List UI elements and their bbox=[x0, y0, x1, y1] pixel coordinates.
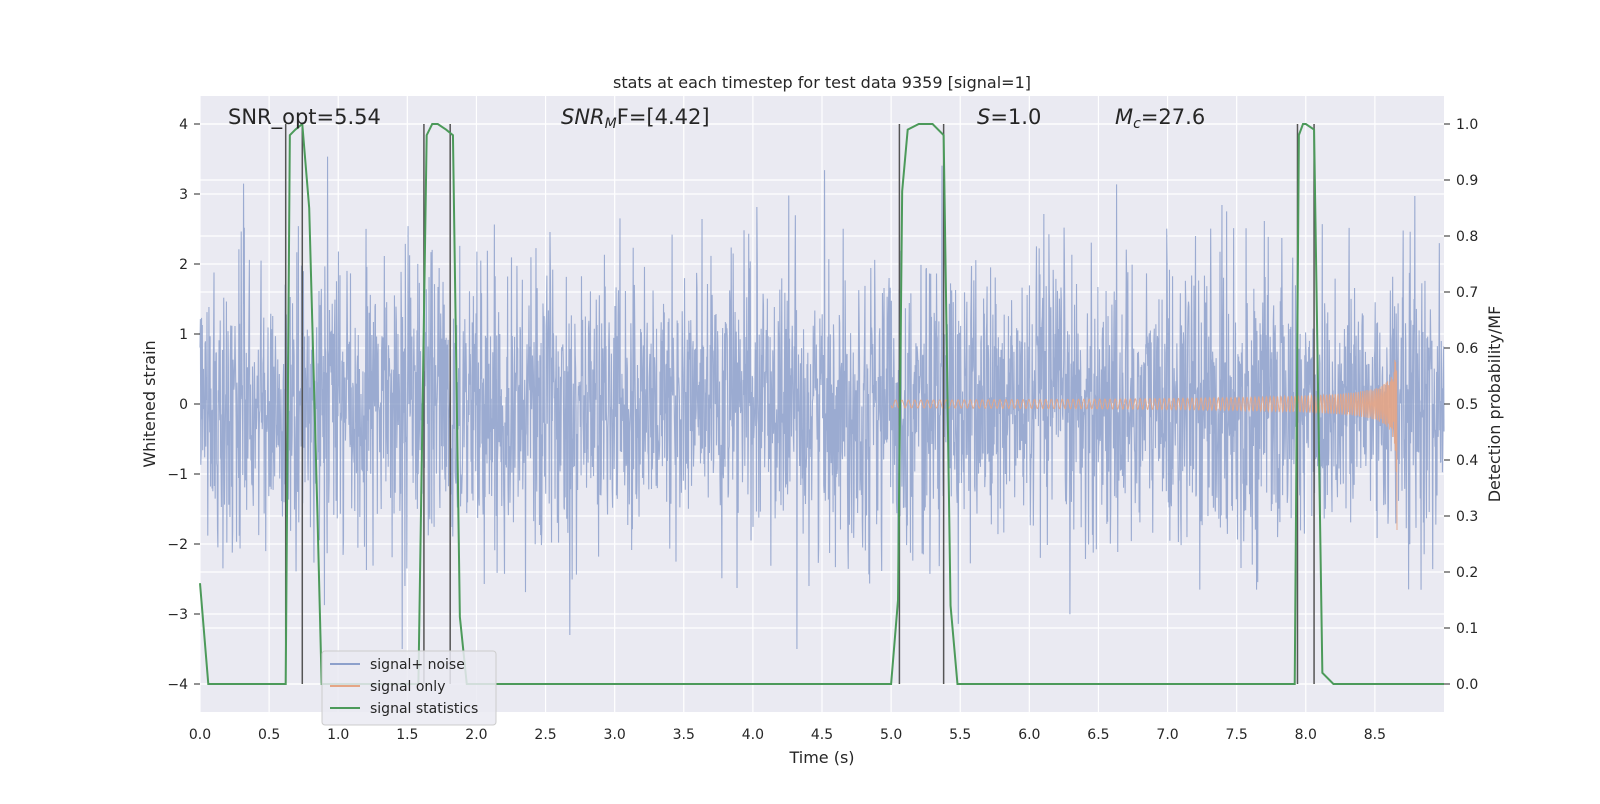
annotation-s-tail: =1.0 bbox=[990, 105, 1041, 129]
legend-box bbox=[321, 650, 497, 726]
y-axis-label: Whitened strain bbox=[140, 340, 159, 467]
x-tick-13: 6.5 bbox=[1087, 727, 1109, 743]
x-tick-2: 1.0 bbox=[327, 727, 349, 743]
noise-line bbox=[199, 156, 1445, 650]
y-tick-6: 2 bbox=[179, 257, 188, 273]
annotation-mc-tail: =27.6 bbox=[1141, 105, 1205, 129]
yr-tick-0: 0.0 bbox=[1456, 677, 1478, 693]
x-tick-12: 6.0 bbox=[1018, 727, 1040, 743]
y-tick-labels: −4 −3 −2 −1 0 1 2 3 4 bbox=[167, 117, 200, 693]
y-right-tick-labels: 0.0 0.1 0.2 0.3 0.4 0.5 0.6 0.7 0.8 0.9 1.0 bbox=[1444, 117, 1478, 693]
annotation-mc-main: M bbox=[1115, 105, 1133, 129]
y-tick-8: 4 bbox=[179, 117, 188, 133]
x-tick-3: 1.5 bbox=[396, 727, 418, 743]
yr-tick-7: 0.7 bbox=[1456, 285, 1478, 301]
series-signal-noise bbox=[199, 156, 1445, 650]
x-tick-10: 5.0 bbox=[880, 727, 902, 743]
annotation-snr-opt: SNR_opt=5.54 bbox=[228, 105, 381, 130]
annotation-snr-mf-main: SNR bbox=[561, 105, 605, 129]
y-right-axis-label: Detection probability/MF bbox=[1485, 306, 1504, 503]
yr-tick-10: 1.0 bbox=[1456, 117, 1478, 133]
yr-tick-9: 0.9 bbox=[1456, 173, 1478, 189]
annotation-snr-mf-tail: F=[4.42] bbox=[617, 105, 710, 129]
annotation-s: S=1.0 bbox=[977, 105, 1041, 129]
legend-label-signal-only: signal only bbox=[370, 679, 445, 695]
yr-tick-5: 0.5 bbox=[1456, 397, 1478, 413]
x-tick-5: 2.5 bbox=[534, 727, 556, 743]
y-tick-3: −1 bbox=[167, 467, 188, 483]
x-tick-8: 4.0 bbox=[742, 727, 764, 743]
x-tick-11: 5.5 bbox=[949, 727, 971, 743]
x-tick-17: 8.5 bbox=[1364, 727, 1386, 743]
x-axis-label: Time (s) bbox=[788, 748, 854, 767]
y-tick-1: −3 bbox=[167, 607, 188, 623]
y-tick-4: 0 bbox=[179, 397, 188, 413]
yr-tick-6: 0.6 bbox=[1456, 341, 1478, 357]
yr-tick-3: 0.3 bbox=[1456, 509, 1478, 525]
y-tick-7: 3 bbox=[179, 187, 188, 203]
annotation-snr-mf-sub: M bbox=[605, 116, 617, 132]
yr-tick-8: 0.8 bbox=[1456, 229, 1478, 245]
annotation-snr-mf: SNRMF=[4.42] bbox=[561, 105, 710, 132]
series-signal-only bbox=[890, 359, 1398, 531]
yr-tick-2: 0.2 bbox=[1456, 565, 1478, 581]
x-tick-4: 2.0 bbox=[465, 727, 487, 743]
x-tick-1: 0.5 bbox=[258, 727, 280, 743]
x-tick-labels: 0.0 0.5 1.0 1.5 2.0 2.5 3.0 3.5 4.0 4.5 5.0 5.5 6.0 6… bbox=[189, 727, 1386, 743]
chart-title: stats at each timestep for test data 935… bbox=[613, 73, 1031, 92]
yr-tick-4: 0.4 bbox=[1456, 453, 1478, 469]
x-tick-0: 0.0 bbox=[189, 727, 211, 743]
x-tick-15: 7.5 bbox=[1226, 727, 1248, 743]
legend: signal+ noise signal only signal statist… bbox=[321, 650, 497, 726]
y-tick-5: 1 bbox=[179, 327, 188, 343]
x-tick-7: 3.5 bbox=[673, 727, 695, 743]
annotation-mc: Mc=27.6 bbox=[1115, 105, 1205, 132]
x-tick-16: 8.0 bbox=[1295, 727, 1317, 743]
chirp-line bbox=[890, 359, 1398, 531]
x-tick-9: 4.5 bbox=[811, 727, 833, 743]
x-tick-6: 3.0 bbox=[604, 727, 626, 743]
y-tick-2: −2 bbox=[167, 537, 188, 553]
annotation-mc-sub: c bbox=[1133, 116, 1141, 132]
yr-tick-1: 0.1 bbox=[1456, 621, 1478, 637]
y-tick-0: −4 bbox=[167, 677, 188, 693]
legend-label-signal-statistics: signal statistics bbox=[370, 701, 478, 717]
x-tick-14: 7.0 bbox=[1156, 727, 1178, 743]
legend-label-signal-noise: signal+ noise bbox=[370, 657, 465, 673]
annotation-s-italic: S bbox=[977, 105, 990, 129]
